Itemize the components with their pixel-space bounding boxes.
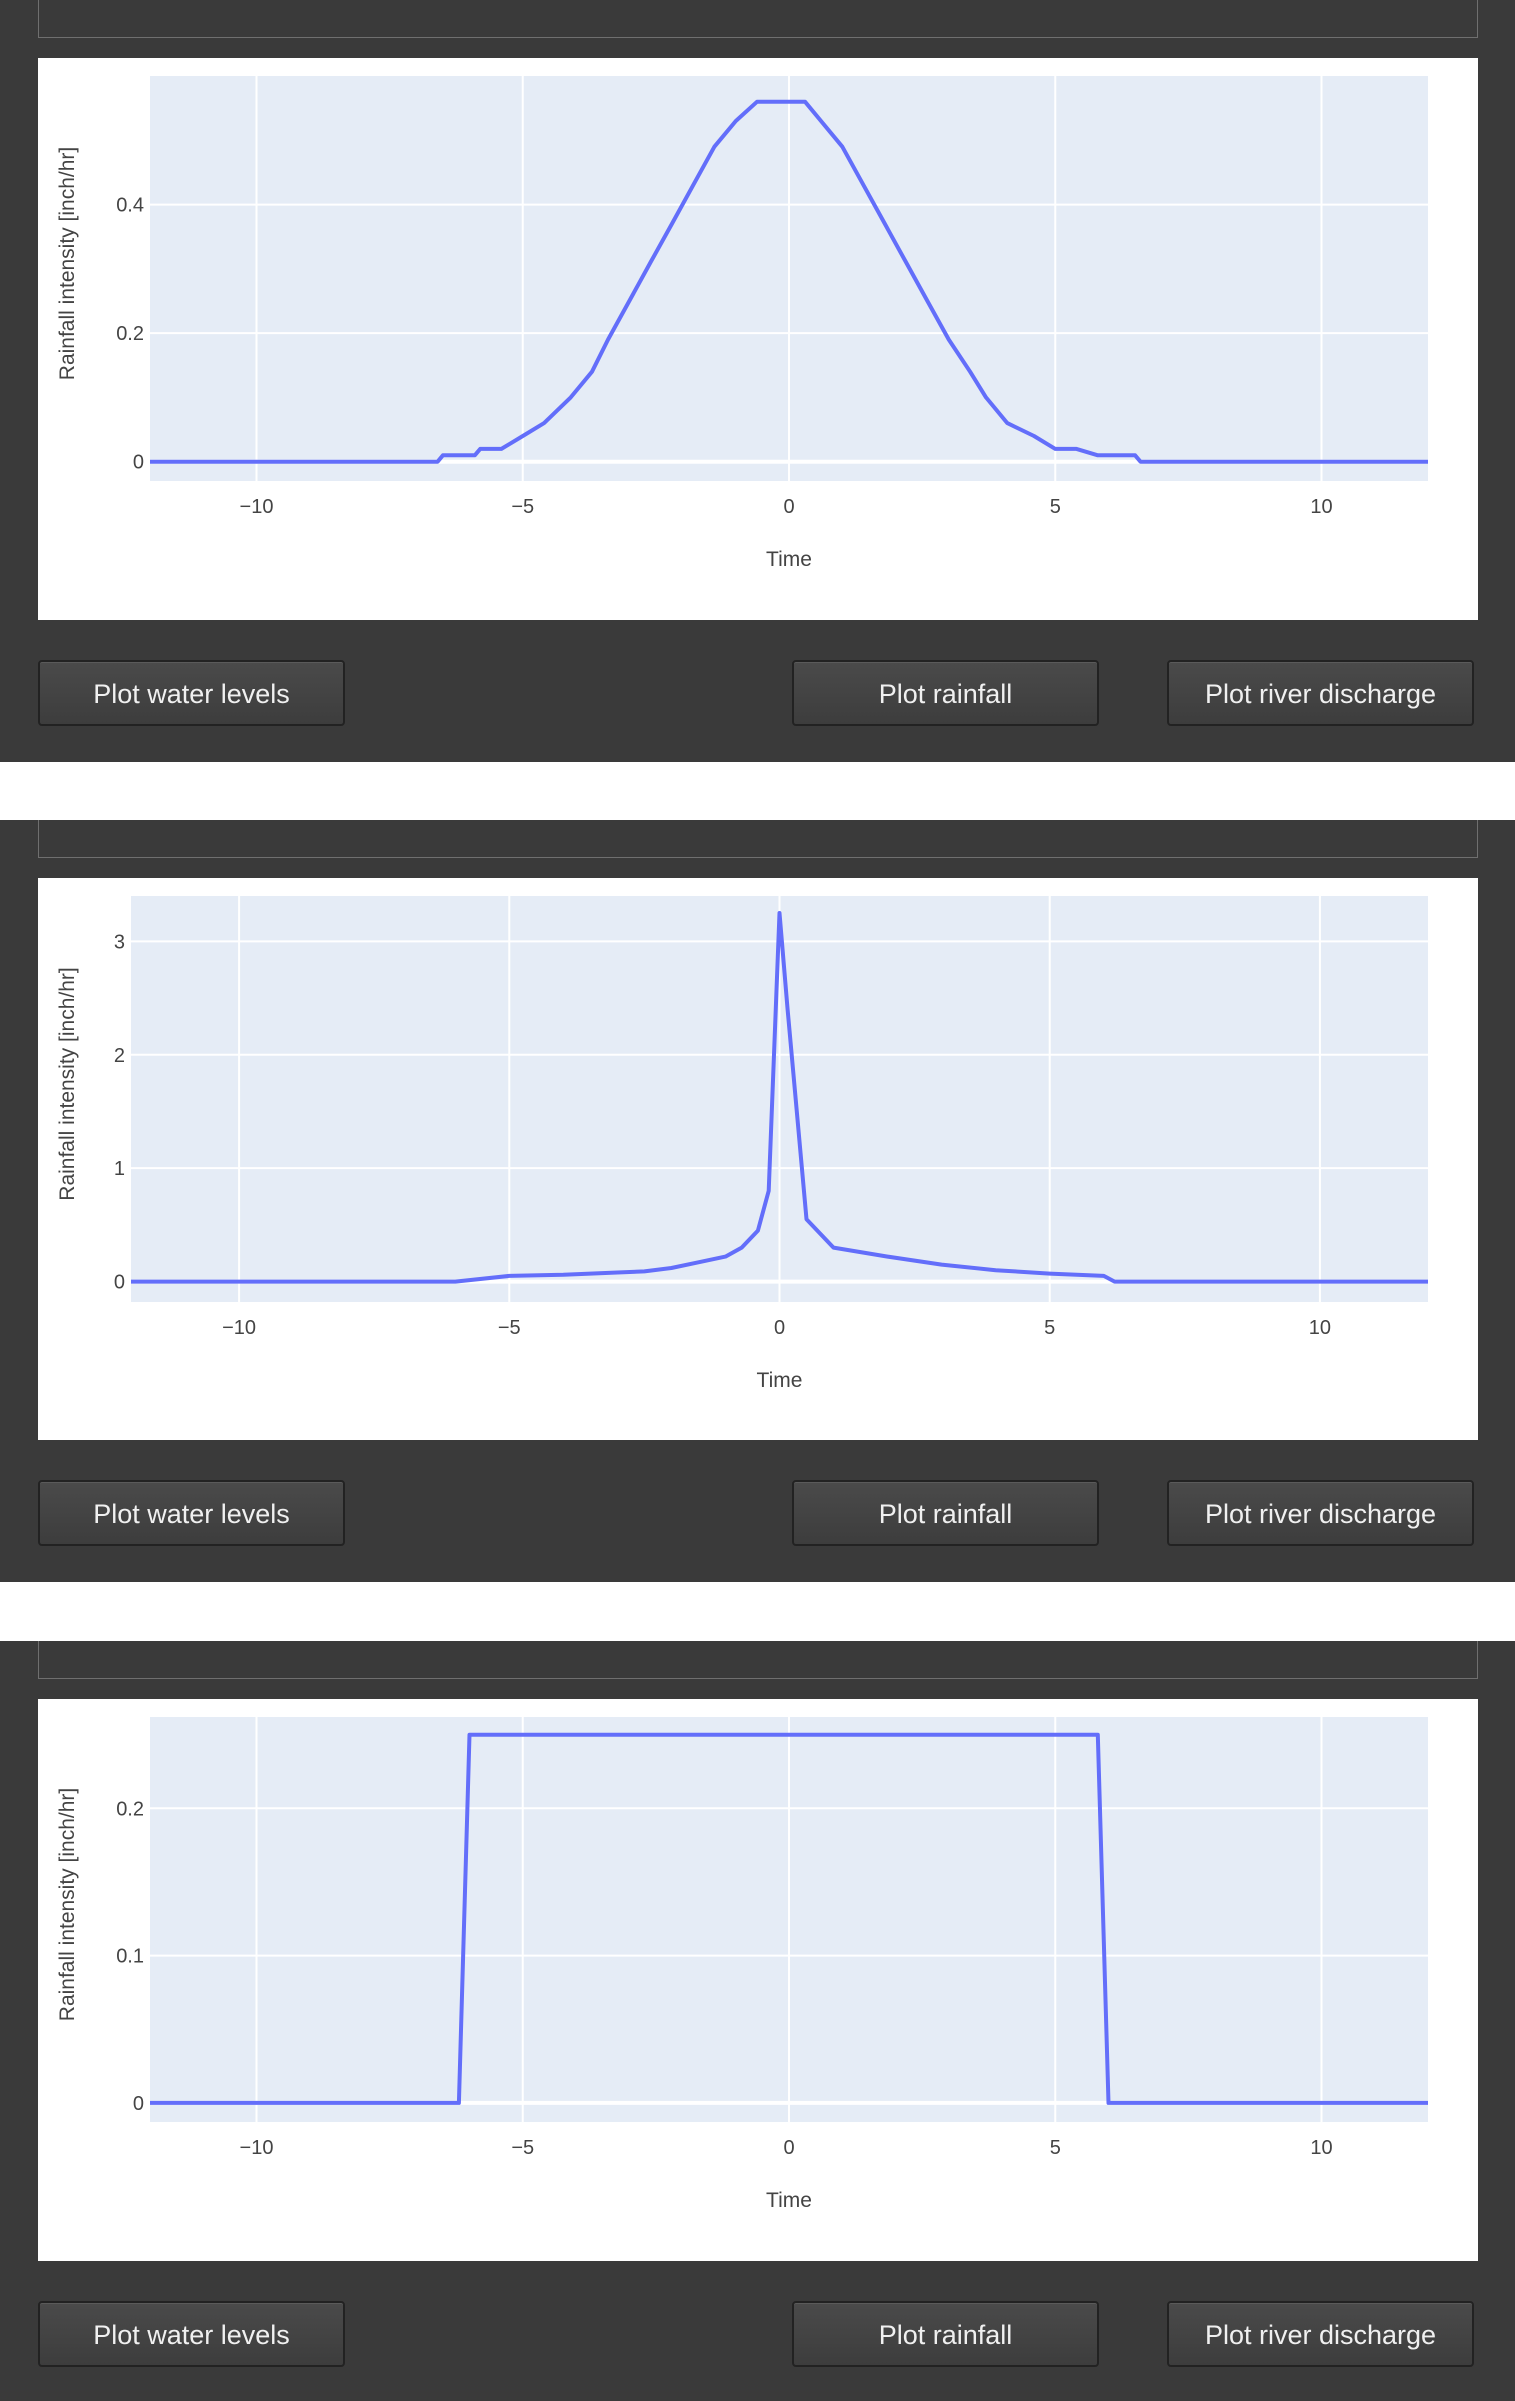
rainfall-chart-2: −10 −5 0 5 10 0 1 2 3 Time Rainfall intensity [inc…	[56, 896, 1428, 1392]
plot-water-levels-button[interactable]: Plot water levels	[38, 660, 345, 726]
panel-frame	[38, 0, 1478, 38]
panel-frame	[38, 1641, 1478, 1679]
y-tick-label: 1	[114, 1158, 125, 1180]
x-tick-label: −5	[511, 2137, 534, 2159]
y-tick-label: 0.2	[116, 323, 144, 345]
rainfall-chart-1: −10 −5 0 5 10 0 0.2 0.4 Time Rainfall intensity […	[56, 76, 1428, 571]
plot-water-levels-button[interactable]: Plot water levels	[38, 1480, 345, 1546]
x-tick-label: −5	[511, 496, 534, 518]
panel-frame	[38, 820, 1478, 858]
x-tick-label: −10	[222, 1317, 256, 1339]
x-tick-label: 5	[1044, 1317, 1055, 1339]
x-tick-label: −10	[240, 496, 274, 518]
y-tick-label: 0	[133, 2093, 144, 2115]
x-axis-title: Time	[766, 2189, 812, 2212]
x-tick-label: 10	[1310, 496, 1332, 518]
plot-river-discharge-button[interactable]: Plot river discharge	[1167, 2301, 1474, 2367]
y-tick-label: 2	[114, 1045, 125, 1067]
rainfall-series-line	[150, 99, 1428, 464]
plot-river-discharge-button[interactable]: Plot river discharge	[1167, 660, 1474, 726]
x-tick-label: 0	[783, 2137, 794, 2159]
plot-area-2: −10 −5 0 5 10 0 1 2 3 Time Rainfall intensity [inc…	[38, 878, 1478, 1440]
y-tick-label: 0.1	[116, 1946, 144, 1968]
plot-river-discharge-button[interactable]: Plot river discharge	[1167, 1480, 1474, 1546]
plot-rainfall-button[interactable]: Plot rainfall	[792, 1480, 1099, 1546]
x-tick-label: 0	[774, 1317, 785, 1339]
y-tick-label: 0.4	[116, 195, 144, 217]
chart-panel-3: −10 −5 0 5 10 0 0.1 0.2 Time Rainfall intensity […	[0, 1641, 1515, 2401]
y-axis-title: Rainfall intensity [inch/hr]	[56, 1788, 79, 2021]
rainfall-chart-3: −10 −5 0 5 10 0 0.1 0.2 Time Rainfall intensity […	[56, 1717, 1428, 2212]
chart-panel-1: −10 −5 0 5 10 0 0.2 0.4 Time Rainfall intensity […	[0, 0, 1515, 762]
x-axis-title: Time	[757, 1369, 803, 1392]
y-axis-title: Rainfall intensity [inch/hr]	[56, 967, 79, 1200]
y-tick-label: 0	[114, 1272, 125, 1294]
plot-area-3: −10 −5 0 5 10 0 0.1 0.2 Time Rainfall intensity […	[38, 1699, 1478, 2261]
plot-water-levels-button[interactable]: Plot water levels	[38, 2301, 345, 2367]
plot-area-1: −10 −5 0 5 10 0 0.2 0.4 Time Rainfall intensity […	[38, 58, 1478, 620]
x-axis-title: Time	[766, 548, 812, 571]
x-tick-label: 5	[1050, 496, 1061, 518]
rainfall-series-line	[131, 911, 1428, 1284]
y-axis-title: Rainfall intensity [inch/hr]	[56, 147, 79, 380]
y-tick-label: 0	[133, 452, 144, 474]
x-tick-label: −5	[498, 1317, 521, 1339]
x-tick-label: 0	[783, 496, 794, 518]
plot-rainfall-button[interactable]: Plot rainfall	[792, 2301, 1099, 2367]
x-tick-label: 5	[1050, 2137, 1061, 2159]
x-tick-label: 10	[1310, 2137, 1332, 2159]
x-tick-label: −10	[240, 2137, 274, 2159]
plot-rainfall-button[interactable]: Plot rainfall	[792, 660, 1099, 726]
y-tick-label: 0.2	[116, 1798, 144, 1820]
x-tick-label: 10	[1309, 1317, 1331, 1339]
chart-panel-2: −10 −5 0 5 10 0 1 2 3 Time Rainfall intensity [inc…	[0, 820, 1515, 1582]
y-tick-label: 3	[114, 931, 125, 953]
rainfall-series-line	[150, 1732, 1428, 2105]
